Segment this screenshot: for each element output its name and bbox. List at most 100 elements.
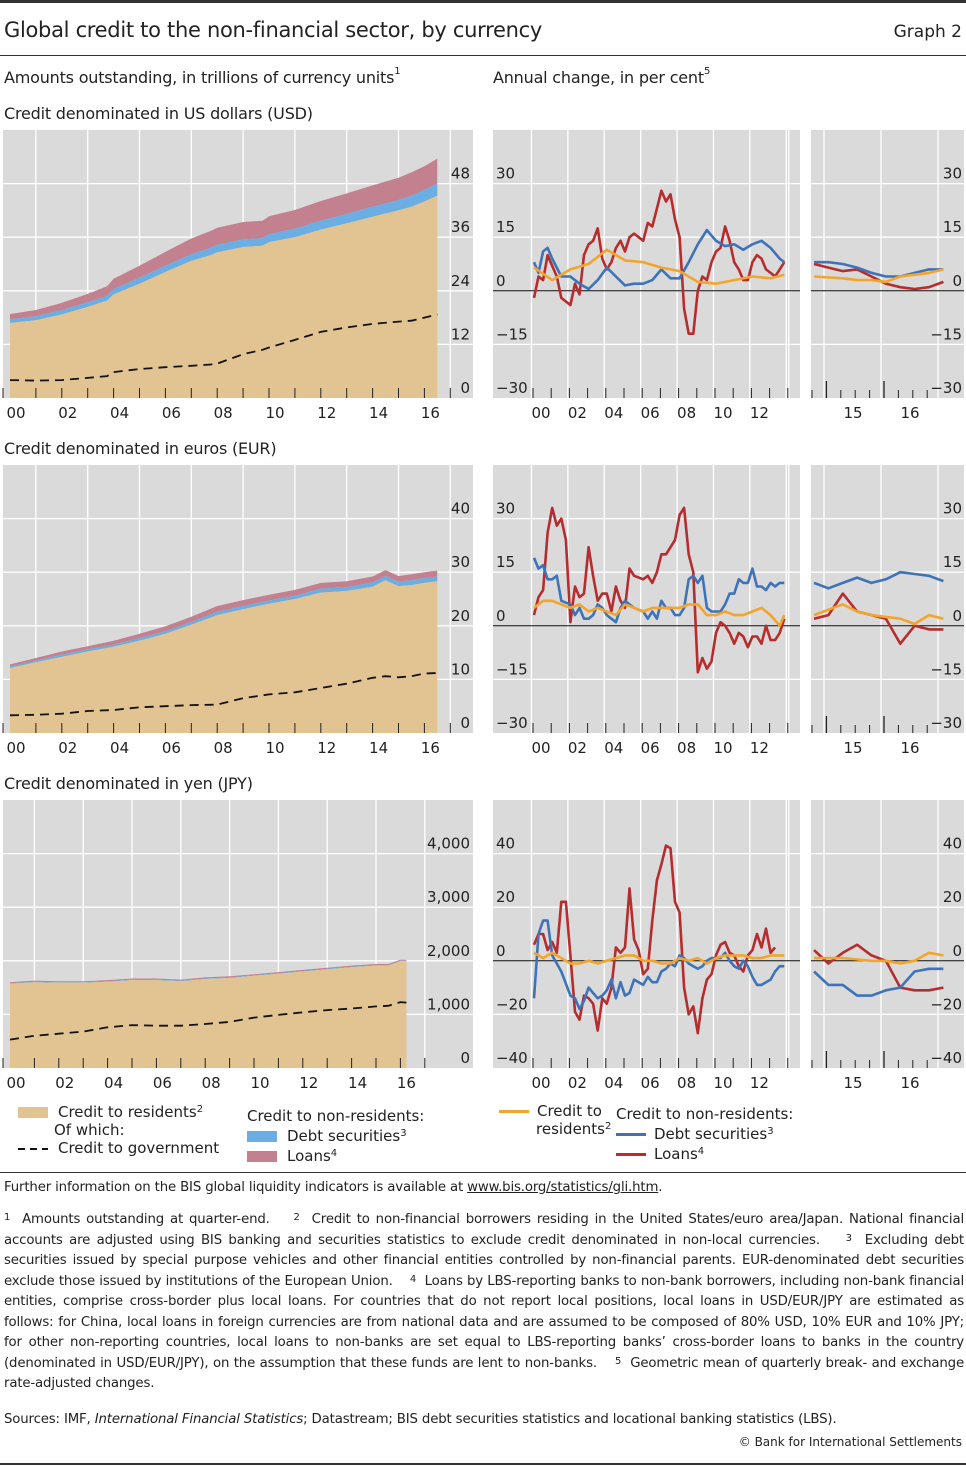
loans-line-icon — [616, 1153, 646, 1156]
x-tick-label: 12 — [750, 1074, 769, 1092]
x-tick-label: 16 — [900, 739, 919, 757]
x-tick-label: 00 — [531, 739, 550, 757]
series-line-loansusd_growth — [532, 189, 786, 335]
y-tick-label-right: 30 — [943, 165, 962, 183]
y-tick-label: 0 — [460, 379, 470, 397]
further-info: Further information on the BIS global li… — [4, 1180, 663, 1195]
legend-nonres-header-right: Credit to non-residents: — [616, 1105, 794, 1123]
x-tick-label: 00 — [531, 1074, 550, 1092]
legend-of-which: Of which: — [54, 1121, 125, 1139]
series-line-credit-to-residents-recent-jpy_growth — [814, 951, 944, 965]
footer-rule — [0, 1172, 966, 1173]
y-tick-label: 40 — [451, 500, 470, 518]
panel-bg-recent-eur_growth — [811, 465, 964, 733]
x-tick-label: 15 — [843, 1074, 862, 1092]
x-tick-label: 16 — [421, 739, 440, 757]
usd-panel-title: Credit denominated in US dollars (USD) — [4, 104, 313, 123]
y-tick-label-right: −30 — [930, 714, 962, 732]
y-tick-label: 2,000 — [427, 942, 470, 960]
x-tick-label: 12 — [299, 1074, 318, 1092]
x-tick-label: 00 — [6, 404, 25, 422]
top-rule — [0, 0, 966, 3]
y-tick-label-right: 15 — [943, 218, 962, 236]
series-line-credit-to-residentsusd_growth — [533, 248, 785, 285]
x-tick-label: 04 — [110, 404, 129, 422]
graph-title: Global credit to the non-financial secto… — [4, 18, 542, 42]
gli-link[interactable]: www.bis.org/statistics/gli.htm — [467, 1180, 659, 1195]
x-tick-label: 02 — [568, 739, 587, 757]
area-residents-usd_levels — [10, 195, 438, 398]
y-tick-label: 0 — [460, 714, 470, 732]
y-tick-label-right: 15 — [943, 553, 962, 571]
y-tick-label: 4,000 — [427, 835, 470, 853]
graph-number: Graph 2 — [893, 22, 962, 42]
x-tick-label: 10 — [250, 1074, 269, 1092]
y-tick-label: 36 — [451, 218, 470, 236]
x-tick-label: 16 — [421, 404, 440, 422]
x-tick-label: 06 — [162, 404, 181, 422]
series-line-debt-securitiesusd_growth — [532, 228, 786, 291]
y-tick-label-left: 30 — [496, 500, 515, 518]
area-loans-eur_levels — [10, 570, 438, 667]
series-line-loanseur_growth — [532, 506, 786, 674]
legend-item-government: Credit to government — [18, 1138, 238, 1158]
legend-item-residents-line: Credit to — [499, 1102, 619, 1120]
y-tick-label-left: 15 — [496, 553, 515, 571]
y-tick-label-left: −30 — [496, 379, 528, 397]
series-line-debt-securitieseur_growth — [532, 557, 785, 624]
footnote-3: 3 Excluding debt securities issued by sp… — [4, 1232, 964, 1289]
right-legend-residents: Credit to residents2 — [499, 1102, 619, 1138]
y-tick-label-left: −30 — [496, 714, 528, 732]
line-government-usd_levels — [9, 313, 438, 382]
x-tick-label: 02 — [55, 1074, 74, 1092]
footnote-2: 2 Credit to non-financial borrowers resi… — [4, 1212, 964, 1248]
bottom-rule — [0, 1463, 966, 1465]
x-tick-label: 06 — [641, 1074, 660, 1092]
x-tick-label: 00 — [531, 404, 550, 422]
x-tick-label: 14 — [348, 1074, 367, 1092]
y-tick-label-right: −15 — [930, 660, 962, 678]
y-tick-label-right: 30 — [943, 500, 962, 518]
area-residents-jpy_levels — [10, 961, 407, 1068]
series-line-credit-to-residentseur_growth — [533, 599, 786, 628]
x-tick-label: 15 — [843, 739, 862, 757]
government-dash-icon — [18, 1147, 48, 1150]
legend-item-debt: Debt securities3 — [247, 1126, 477, 1146]
x-tick-label: 02 — [568, 1074, 587, 1092]
x-tick-label: 08 — [677, 1074, 696, 1092]
series-line-debt-securities-recent-usd_growth — [814, 260, 944, 278]
x-tick-label: 06 — [162, 739, 181, 757]
residents-swatch — [18, 1107, 48, 1118]
footnote-1: 1 Amounts outstanding at quarter-end. — [4, 1212, 294, 1227]
left-legend: Credit to residents2 Of which: Credit to… — [18, 1102, 238, 1158]
x-tick-label: 08 — [677, 404, 696, 422]
legend-item-loans: Loans4 — [247, 1146, 477, 1166]
x-tick-label: 04 — [110, 739, 129, 757]
x-tick-label: 02 — [58, 404, 77, 422]
y-tick-label: 30 — [451, 553, 470, 571]
legend-nonres-header: Credit to non-residents: — [247, 1107, 425, 1125]
x-tick-label: 02 — [568, 404, 587, 422]
x-tick-label: 06 — [153, 1074, 172, 1092]
y-tick-label-right: 0 — [952, 942, 962, 960]
y-tick-label-left: −15 — [496, 660, 528, 678]
y-tick-label-right: 40 — [943, 835, 962, 853]
x-tick-label: 00 — [6, 739, 25, 757]
series-line-loansjpy_growth — [532, 844, 777, 1035]
x-tick-label: 06 — [641, 404, 660, 422]
x-tick-label: 00 — [6, 1074, 25, 1092]
right-subtitle: Annual change, in per cent5 — [493, 66, 711, 87]
y-tick-label-right: 20 — [943, 888, 962, 906]
y-tick-label-left: 20 — [496, 888, 515, 906]
y-tick-label: 12 — [451, 325, 470, 343]
x-tick-label: 10 — [265, 739, 284, 757]
area-residents-eur_levels — [10, 580, 438, 733]
panel-bg-recent-jpy_growth — [811, 800, 964, 1068]
x-tick-label: 12 — [750, 739, 769, 757]
y-tick-label: 20 — [451, 607, 470, 625]
x-tick-label: 10 — [713, 1074, 732, 1092]
legend-item-residents: Credit to residents2 — [18, 1102, 238, 1122]
x-tick-label: 06 — [641, 739, 660, 757]
x-tick-label: 08 — [214, 739, 233, 757]
